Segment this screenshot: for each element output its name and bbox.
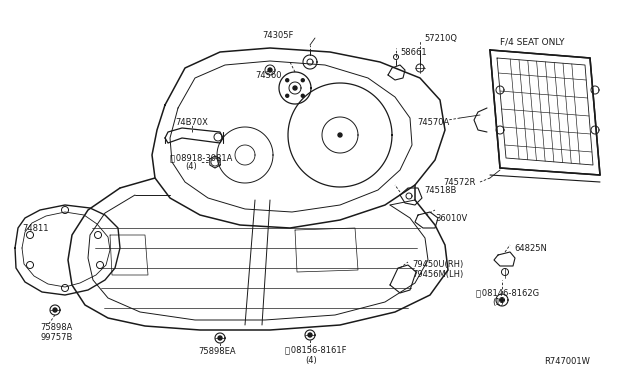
Polygon shape [308, 333, 312, 337]
Text: Ⓝ 08918-3081A: Ⓝ 08918-3081A [170, 154, 232, 163]
Text: 74570A: 74570A [418, 118, 450, 126]
Polygon shape [301, 94, 304, 97]
Text: Ⓑ 08146-8162G: Ⓑ 08146-8162G [476, 289, 539, 298]
Text: 64825N: 64825N [514, 244, 547, 253]
Text: 75898EA: 75898EA [198, 347, 236, 356]
Text: 75898A: 75898A [40, 324, 72, 333]
Polygon shape [500, 298, 504, 301]
Text: F/4 SEAT ONLY: F/4 SEAT ONLY [500, 38, 564, 46]
Text: (1): (1) [492, 298, 504, 307]
Polygon shape [218, 336, 222, 340]
Text: 74305F: 74305F [262, 31, 293, 39]
Text: 74560: 74560 [255, 71, 282, 80]
Text: 74811: 74811 [22, 224, 49, 232]
Polygon shape [285, 94, 289, 97]
Polygon shape [301, 79, 304, 82]
Text: 36010V: 36010V [435, 214, 467, 222]
Text: 57210Q: 57210Q [424, 33, 457, 42]
Text: (4): (4) [185, 161, 196, 170]
Polygon shape [53, 308, 57, 312]
Text: 99757B: 99757B [40, 333, 72, 341]
Text: 74572R: 74572R [444, 177, 476, 186]
Text: 79450U(RH): 79450U(RH) [412, 260, 463, 269]
Text: 74B70X: 74B70X [175, 118, 208, 126]
Text: 79456M(LH): 79456M(LH) [412, 269, 463, 279]
Polygon shape [268, 68, 272, 72]
Text: R747001W: R747001W [544, 357, 590, 366]
Polygon shape [338, 133, 342, 137]
Text: (4): (4) [305, 356, 317, 365]
Polygon shape [293, 86, 297, 90]
Polygon shape [285, 79, 289, 82]
Text: 74518B: 74518B [424, 186, 456, 195]
Text: 58661: 58661 [400, 48, 427, 57]
Text: Ⓑ 08156-8161F: Ⓑ 08156-8161F [285, 346, 346, 355]
